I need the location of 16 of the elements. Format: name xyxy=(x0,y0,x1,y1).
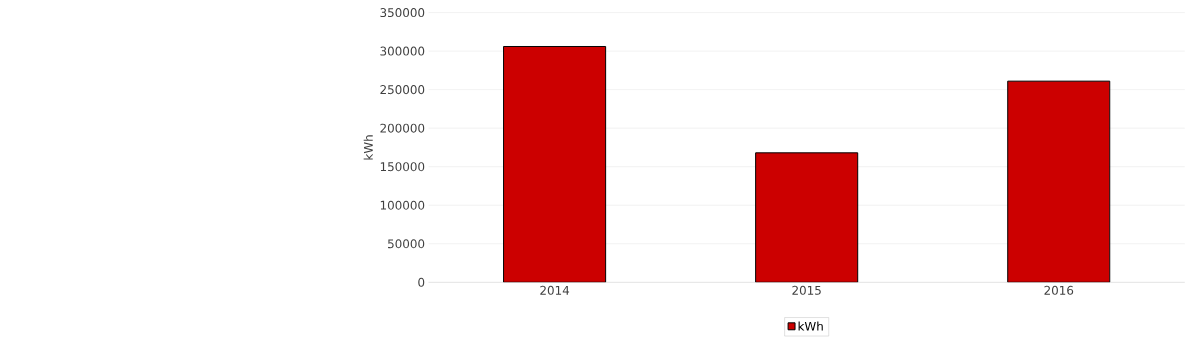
y-tick-label: 150000 xyxy=(380,161,425,171)
x-tick-label: 2015 xyxy=(792,285,821,295)
y-tick-label: 0 xyxy=(418,277,425,287)
y-tick-label: 200000 xyxy=(380,123,425,133)
y-tick-label: 250000 xyxy=(380,84,425,94)
y-tick-label: 300000 xyxy=(380,46,425,56)
bar xyxy=(1007,80,1111,283)
y-tick-label: 100000 xyxy=(380,200,425,210)
y-axis-title: kWh xyxy=(363,135,373,160)
bar xyxy=(755,152,859,283)
x-tick-label: 2014 xyxy=(540,285,570,295)
x-tick-label: 2016 xyxy=(1044,285,1074,295)
y-tick-label: 350000 xyxy=(380,7,425,17)
y-tick-label: 50000 xyxy=(388,239,425,249)
legend-label: kWh xyxy=(798,321,823,331)
bar xyxy=(503,45,607,283)
